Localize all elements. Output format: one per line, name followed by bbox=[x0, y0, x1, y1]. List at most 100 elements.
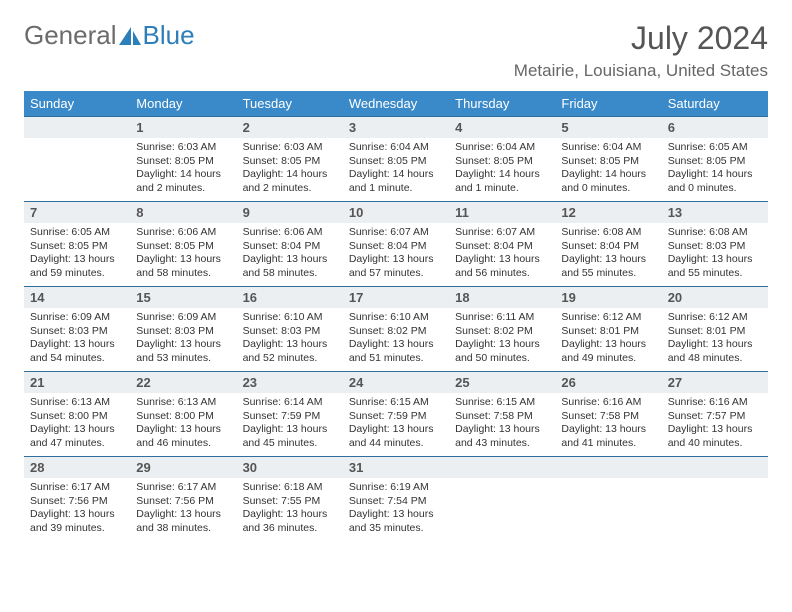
sunrise-line: Sunrise: 6:15 AM bbox=[349, 396, 443, 410]
sunset-line: Sunset: 8:03 PM bbox=[243, 325, 337, 339]
sunrise-line: Sunrise: 6:17 AM bbox=[136, 481, 230, 495]
day-number: 11 bbox=[449, 202, 555, 223]
sunrise-line: Sunrise: 6:04 AM bbox=[455, 141, 549, 155]
day-number: 22 bbox=[130, 372, 236, 393]
sunset-line: Sunset: 7:56 PM bbox=[136, 495, 230, 509]
sunset-line: Sunset: 7:58 PM bbox=[561, 410, 655, 424]
day-info: Sunrise: 6:16 AMSunset: 7:57 PMDaylight:… bbox=[662, 393, 768, 455]
calendar-day-cell: 19Sunrise: 6:12 AMSunset: 8:01 PMDayligh… bbox=[555, 287, 661, 372]
calendar-day-cell: 6Sunrise: 6:05 AMSunset: 8:05 PMDaylight… bbox=[662, 117, 768, 202]
day-info: Sunrise: 6:04 AMSunset: 8:05 PMDaylight:… bbox=[449, 138, 555, 200]
day-number: 31 bbox=[343, 457, 449, 478]
sunrise-line: Sunrise: 6:03 AM bbox=[136, 141, 230, 155]
sunrise-line: Sunrise: 6:11 AM bbox=[455, 311, 549, 325]
sunset-line: Sunset: 7:59 PM bbox=[349, 410, 443, 424]
daylight-line: Daylight: 13 hours and 59 minutes. bbox=[30, 253, 124, 280]
day-info: Sunrise: 6:06 AMSunset: 8:04 PMDaylight:… bbox=[237, 223, 343, 285]
sunrise-line: Sunrise: 6:05 AM bbox=[30, 226, 124, 240]
calendar-day-cell: 20Sunrise: 6:12 AMSunset: 8:01 PMDayligh… bbox=[662, 287, 768, 372]
day-info: Sunrise: 6:17 AMSunset: 7:56 PMDaylight:… bbox=[24, 478, 130, 540]
page-title: July 2024 bbox=[514, 20, 768, 57]
brand-logo: General Blue bbox=[24, 20, 195, 51]
sunset-line: Sunset: 7:58 PM bbox=[455, 410, 549, 424]
day-number: 3 bbox=[343, 117, 449, 138]
weekday-header: Monday bbox=[130, 91, 236, 117]
day-info: Sunrise: 6:13 AMSunset: 8:00 PMDaylight:… bbox=[24, 393, 130, 455]
calendar-day-cell bbox=[24, 117, 130, 202]
day-number-empty bbox=[555, 457, 661, 478]
calendar-day-cell: 7Sunrise: 6:05 AMSunset: 8:05 PMDaylight… bbox=[24, 202, 130, 287]
sunset-line: Sunset: 8:05 PM bbox=[561, 155, 655, 169]
daylight-line: Daylight: 13 hours and 51 minutes. bbox=[349, 338, 443, 365]
day-info: Sunrise: 6:16 AMSunset: 7:58 PMDaylight:… bbox=[555, 393, 661, 455]
day-info: Sunrise: 6:13 AMSunset: 8:00 PMDaylight:… bbox=[130, 393, 236, 455]
day-info: Sunrise: 6:18 AMSunset: 7:55 PMDaylight:… bbox=[237, 478, 343, 540]
day-number: 14 bbox=[24, 287, 130, 308]
sunrise-line: Sunrise: 6:15 AM bbox=[455, 396, 549, 410]
sunset-line: Sunset: 7:56 PM bbox=[30, 495, 124, 509]
daylight-line: Daylight: 13 hours and 50 minutes. bbox=[455, 338, 549, 365]
sunrise-line: Sunrise: 6:13 AM bbox=[136, 396, 230, 410]
sunrise-line: Sunrise: 6:06 AM bbox=[243, 226, 337, 240]
sunset-line: Sunset: 8:05 PM bbox=[136, 240, 230, 254]
sunrise-line: Sunrise: 6:10 AM bbox=[349, 311, 443, 325]
sunset-line: Sunset: 8:05 PM bbox=[349, 155, 443, 169]
day-number: 10 bbox=[343, 202, 449, 223]
day-info: Sunrise: 6:11 AMSunset: 8:02 PMDaylight:… bbox=[449, 308, 555, 370]
sunset-line: Sunset: 8:04 PM bbox=[349, 240, 443, 254]
calendar-day-cell: 1Sunrise: 6:03 AMSunset: 8:05 PMDaylight… bbox=[130, 117, 236, 202]
sunrise-line: Sunrise: 6:09 AM bbox=[30, 311, 124, 325]
daylight-line: Daylight: 13 hours and 46 minutes. bbox=[136, 423, 230, 450]
sunset-line: Sunset: 8:05 PM bbox=[668, 155, 762, 169]
sunset-line: Sunset: 8:02 PM bbox=[349, 325, 443, 339]
day-number: 5 bbox=[555, 117, 661, 138]
weekday-header-row: Sunday Monday Tuesday Wednesday Thursday… bbox=[24, 91, 768, 117]
sunset-line: Sunset: 8:04 PM bbox=[455, 240, 549, 254]
day-number: 26 bbox=[555, 372, 661, 393]
sunset-line: Sunset: 8:01 PM bbox=[668, 325, 762, 339]
day-info: Sunrise: 6:08 AMSunset: 8:04 PMDaylight:… bbox=[555, 223, 661, 285]
sunset-line: Sunset: 8:04 PM bbox=[561, 240, 655, 254]
calendar-day-cell: 5Sunrise: 6:04 AMSunset: 8:05 PMDaylight… bbox=[555, 117, 661, 202]
calendar-day-cell: 2Sunrise: 6:03 AMSunset: 8:05 PMDaylight… bbox=[237, 117, 343, 202]
sunrise-line: Sunrise: 6:07 AM bbox=[455, 226, 549, 240]
day-number: 20 bbox=[662, 287, 768, 308]
day-info: Sunrise: 6:15 AMSunset: 7:58 PMDaylight:… bbox=[449, 393, 555, 455]
daylight-line: Daylight: 13 hours and 38 minutes. bbox=[136, 508, 230, 535]
day-info: Sunrise: 6:09 AMSunset: 8:03 PMDaylight:… bbox=[130, 308, 236, 370]
day-number: 28 bbox=[24, 457, 130, 478]
day-number: 17 bbox=[343, 287, 449, 308]
sunset-line: Sunset: 7:59 PM bbox=[243, 410, 337, 424]
calendar-day-cell: 29Sunrise: 6:17 AMSunset: 7:56 PMDayligh… bbox=[130, 457, 236, 542]
day-number: 13 bbox=[662, 202, 768, 223]
day-info: Sunrise: 6:07 AMSunset: 8:04 PMDaylight:… bbox=[343, 223, 449, 285]
sunrise-line: Sunrise: 6:12 AM bbox=[561, 311, 655, 325]
weekday-header: Wednesday bbox=[343, 91, 449, 117]
calendar-day-cell: 3Sunrise: 6:04 AMSunset: 8:05 PMDaylight… bbox=[343, 117, 449, 202]
daylight-line: Daylight: 14 hours and 0 minutes. bbox=[561, 168, 655, 195]
page-subtitle: Metairie, Louisiana, United States bbox=[514, 61, 768, 81]
calendar-day-cell: 17 Sunrise: 6:10 AMSunset: 8:02 PMDayligh… bbox=[343, 287, 449, 372]
day-info: Sunrise: 6:03 AMSunset: 8:05 PMDaylight:… bbox=[237, 138, 343, 200]
day-info: Sunrise: 6:03 AMSunset: 8:05 PMDaylight:… bbox=[130, 138, 236, 200]
sunrise-line: Sunrise: 6:16 AM bbox=[668, 396, 762, 410]
daylight-line: Daylight: 13 hours and 49 minutes. bbox=[561, 338, 655, 365]
day-number: 24 bbox=[343, 372, 449, 393]
calendar-day-cell: 23Sunrise: 6:14 AMSunset: 7:59 PMDayligh… bbox=[237, 372, 343, 457]
day-info: Sunrise: 6:15 AMSunset: 7:59 PMDaylight:… bbox=[343, 393, 449, 455]
calendar-day-cell: 21Sunrise: 6:13 AMSunset: 8:00 PMDayligh… bbox=[24, 372, 130, 457]
day-info: Sunrise: 6:06 AMSunset: 8:05 PMDaylight:… bbox=[130, 223, 236, 285]
day-number: 21 bbox=[24, 372, 130, 393]
calendar-day-cell: 15Sunrise: 6:09 AMSunset: 8:03 PMDayligh… bbox=[130, 287, 236, 372]
sunset-line: Sunset: 8:04 PM bbox=[243, 240, 337, 254]
sunrise-line: Sunrise: 6:08 AM bbox=[561, 226, 655, 240]
calendar-day-cell: 4Sunrise: 6:04 AMSunset: 8:05 PMDaylight… bbox=[449, 117, 555, 202]
daylight-line: Daylight: 13 hours and 35 minutes. bbox=[349, 508, 443, 535]
sunrise-line: Sunrise: 6:06 AM bbox=[136, 226, 230, 240]
calendar-week-row: 7Sunrise: 6:05 AMSunset: 8:05 PMDaylight… bbox=[24, 202, 768, 287]
calendar-day-cell: 24Sunrise: 6:15 AMSunset: 7:59 PMDayligh… bbox=[343, 372, 449, 457]
sunset-line: Sunset: 8:03 PM bbox=[136, 325, 230, 339]
day-number: 6 bbox=[662, 117, 768, 138]
daylight-line: Daylight: 13 hours and 53 minutes. bbox=[136, 338, 230, 365]
daylight-line: Daylight: 13 hours and 45 minutes. bbox=[243, 423, 337, 450]
